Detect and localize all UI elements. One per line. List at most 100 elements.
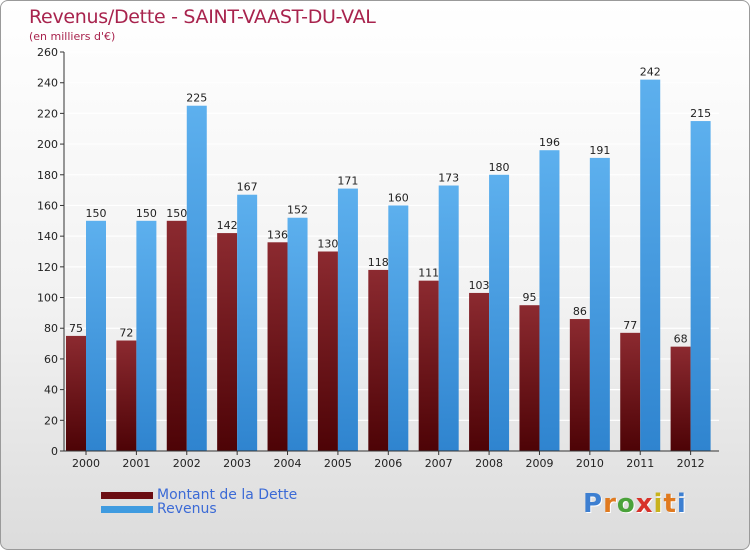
bar-revenus [539, 150, 560, 451]
y-tick-label: 100 [37, 292, 58, 305]
data-label: 225 [186, 92, 207, 105]
bar-dette [469, 292, 490, 451]
y-tick-label: 200 [37, 138, 58, 151]
legend-label-dette: Montant de la Dette [157, 487, 298, 503]
bars [66, 79, 711, 452]
bar-revenus [237, 194, 258, 451]
data-label: 150 [136, 207, 157, 220]
data-label: 75 [69, 322, 83, 335]
bar-revenus [640, 79, 661, 451]
legend-label-revenus: Revenus [157, 501, 217, 517]
y-axis: 0 20 40 60 80 100 120 140 160 180 200 220 240 260 [37, 46, 64, 458]
bar-revenus [589, 157, 610, 451]
data-label: 160 [388, 191, 409, 204]
logo-letter: x [635, 489, 654, 519]
logo-letter: r [603, 489, 617, 519]
data-label: 111 [418, 267, 439, 280]
y-tick-label: 140 [37, 230, 58, 243]
bar-dette [317, 251, 338, 451]
data-label: 171 [337, 175, 358, 188]
y-tick-label: 60 [44, 353, 58, 366]
data-label: 215 [690, 107, 711, 120]
x-tick-label: 2008 [475, 457, 503, 470]
logo-letter: i [653, 489, 664, 519]
bar-dette [368, 269, 389, 451]
bar-dette [670, 346, 691, 451]
data-label: 86 [573, 305, 587, 318]
bar-revenus [287, 217, 308, 451]
bar-revenus [136, 220, 157, 451]
x-tick-label: 2003 [223, 457, 251, 470]
bar-dette [267, 242, 288, 451]
bar-dette [620, 332, 641, 451]
y-tick-label: 240 [37, 77, 58, 90]
bar-dette [66, 335, 86, 451]
logo-letter: i [676, 489, 687, 519]
bar-revenus [388, 205, 409, 451]
x-tick-label: 2001 [122, 457, 150, 470]
bar-dette [569, 319, 590, 451]
data-label: 95 [522, 291, 536, 304]
data-label: 196 [539, 136, 560, 149]
data-labels: 75 150 72 150 150 225 142 167 136 152 130 171 118 160… [69, 66, 711, 346]
x-tick-label: 2009 [525, 457, 553, 470]
data-label: 72 [119, 327, 133, 340]
x-tick-label: 2004 [274, 457, 302, 470]
data-label: 242 [640, 66, 661, 79]
x-tick-label: 2005 [324, 457, 352, 470]
bar-revenus [690, 121, 711, 452]
bar-dette [217, 233, 238, 451]
chart-title: Revenus/Dette - SAINT-VAAST-DU-VAL [29, 6, 376, 28]
bar-revenus [86, 220, 106, 451]
bar-revenus [489, 174, 510, 451]
data-label: 77 [623, 319, 637, 332]
data-label: 136 [267, 228, 288, 241]
x-tick-label: 2011 [626, 457, 654, 470]
x-tick-label: 2007 [425, 457, 453, 470]
data-label: 152 [287, 204, 308, 217]
bar-dette [519, 305, 540, 451]
bar-dette [166, 220, 187, 451]
y-tick-label: 0 [51, 445, 58, 458]
logo-letter: o [616, 489, 636, 519]
chart-subtitle: (en milliers d'€) [29, 30, 116, 43]
x-tick-label: 2000 [72, 457, 100, 470]
proxiti-logo: Proxiti [583, 489, 687, 519]
data-label: 167 [237, 181, 258, 194]
y-tick-label: 180 [37, 169, 58, 182]
x-tick-label: 2010 [576, 457, 604, 470]
y-tick-label: 120 [37, 261, 58, 274]
bar-revenus [438, 185, 459, 451]
bar-dette [418, 280, 439, 451]
logo-letter: t [663, 489, 677, 519]
y-tick-label: 20 [44, 414, 58, 427]
bar-dette [116, 340, 137, 451]
bar-revenus [186, 105, 207, 451]
data-label: 103 [469, 279, 490, 292]
logo-letter: P [583, 489, 604, 519]
y-tick-label: 160 [37, 199, 58, 212]
x-tick-label: 2012 [677, 457, 705, 470]
data-label: 150 [86, 207, 107, 220]
data-label: 130 [317, 238, 338, 251]
data-label: 180 [489, 161, 510, 174]
legend-swatch-dette [101, 492, 153, 499]
axis-lines [63, 52, 719, 452]
x-axis: 2000 2001 2002 2003 2004 2005 2006 2007 2008 2009… [72, 451, 705, 470]
y-tick-label: 220 [37, 107, 58, 120]
legend-swatch-revenus [101, 506, 153, 513]
data-label: 142 [217, 219, 238, 232]
x-tick-label: 2006 [374, 457, 402, 470]
y-tick-label: 40 [44, 384, 58, 397]
y-tick-label: 80 [44, 322, 58, 335]
data-label: 68 [674, 333, 688, 346]
data-label: 150 [166, 207, 187, 220]
data-label: 118 [368, 256, 389, 269]
bar-revenus [337, 188, 358, 452]
x-tick-label: 2002 [173, 457, 201, 470]
data-label: 173 [438, 172, 459, 185]
data-label: 191 [589, 144, 610, 157]
y-tick-label: 260 [37, 46, 58, 59]
